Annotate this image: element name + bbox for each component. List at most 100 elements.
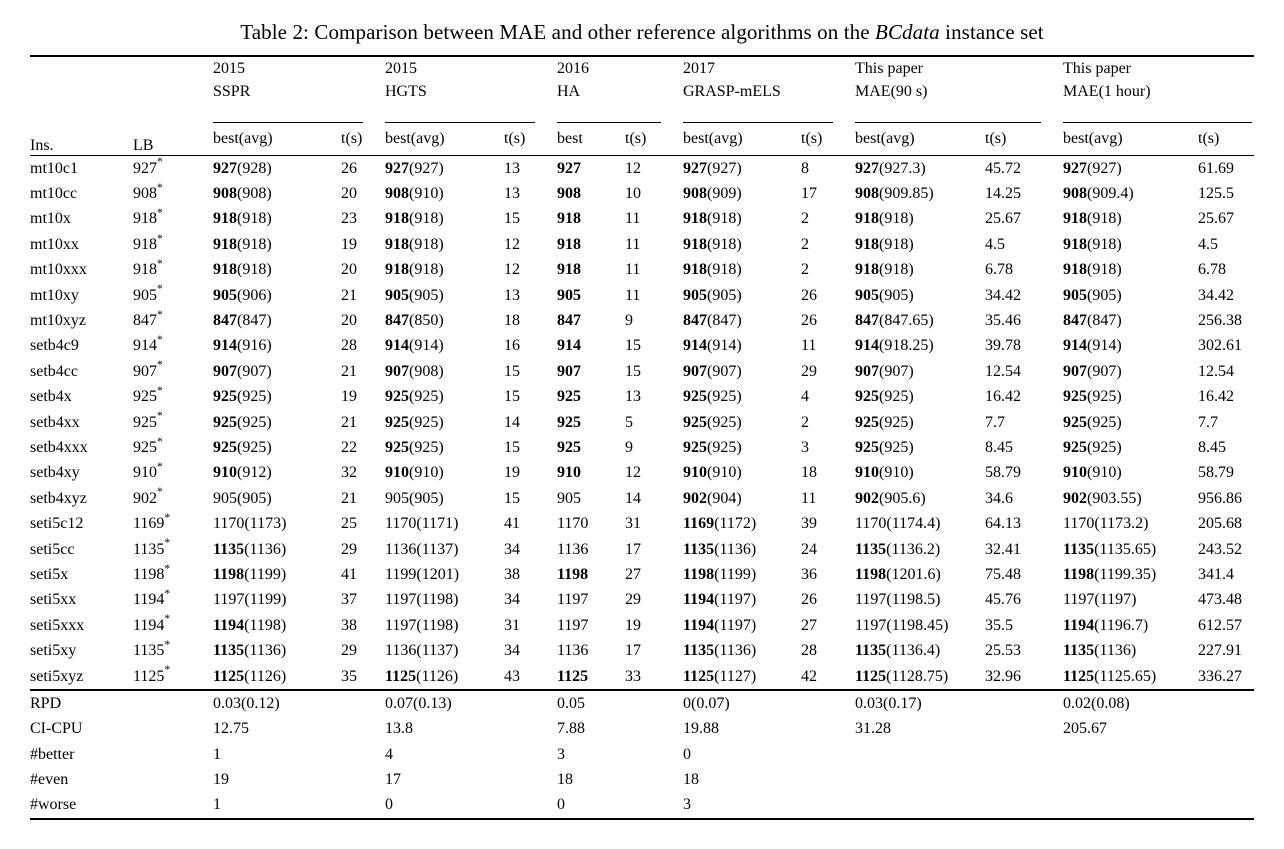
mae-1-hour-best-cell: 1135(1136) bbox=[1063, 642, 1137, 660]
instance-cell: setb4c9 bbox=[30, 337, 79, 355]
sspr-best-cell: 925(925) bbox=[213, 438, 272, 456]
best-value: 927 bbox=[385, 159, 409, 177]
best-value: 925 bbox=[557, 413, 581, 431]
lb-star: * bbox=[164, 664, 171, 677]
best-value: 1198 bbox=[855, 565, 887, 583]
mae-90-s-best-cell: 902(905.6) bbox=[855, 489, 926, 507]
best-value: 910 bbox=[683, 464, 707, 482]
instance-cell: seti5cc bbox=[30, 540, 75, 558]
mae-1-hour-summary-value bbox=[1063, 742, 1254, 767]
mae-90-s-best-cell: 908(909.85) bbox=[855, 185, 934, 203]
best-value: 1125 bbox=[1063, 667, 1095, 685]
lb-star: * bbox=[157, 334, 163, 347]
hgts-best-cell: 918(918) bbox=[385, 235, 444, 253]
best-value: 847 bbox=[683, 312, 707, 330]
group-name-label: HA bbox=[557, 83, 581, 100]
best-value: 907 bbox=[1063, 362, 1088, 380]
table-row-seti5c12: seti5c12 1169* 1170(1173) 25 1170(1171) 41 117… bbox=[30, 511, 1254, 536]
mae-90-s-best-cell: 925(925) bbox=[855, 438, 914, 456]
ha-best-cell: 908 bbox=[557, 181, 625, 206]
table-row-setb4xxx: setb4xxx 925* 925(925) 22 925(925) 15 925 9 925(… bbox=[30, 435, 1254, 460]
table-row-mt10xxx: mt10xxx 918* 918(918) 20 918(918) 12 918 11 918(… bbox=[30, 258, 1254, 283]
mae-90-s-best-cell: 927(927.3) bbox=[855, 159, 926, 177]
mae-90-s-best-cell: 905(905) bbox=[855, 286, 914, 304]
sspr-best-cell: 927(928) bbox=[213, 159, 272, 177]
mae-1-hour-best-cell: 1197(1197) bbox=[1063, 591, 1137, 609]
sspr-time-cell: 19 bbox=[341, 388, 357, 406]
ha-best-cell: 910 bbox=[557, 461, 625, 486]
ha-time-cell: 5 bbox=[625, 413, 633, 431]
best-value: 918 bbox=[213, 261, 237, 279]
lb-star: * bbox=[157, 257, 163, 270]
mae-1-hour-time-header: t(s) bbox=[1198, 123, 1255, 156]
ha-time-cell: 11 bbox=[625, 261, 641, 279]
lb-cell: 1198* bbox=[133, 562, 171, 583]
hgts-best-cell: 925(925) bbox=[385, 413, 444, 431]
sspr-time-cell: 20 bbox=[341, 312, 357, 330]
mae-90-s-time-cell: 35.46 bbox=[985, 312, 1022, 330]
best-value: 1135 bbox=[683, 540, 715, 558]
mae-1-hour-time-cell: 256.38 bbox=[1198, 312, 1243, 330]
ha-time-cell: 19 bbox=[625, 616, 641, 634]
hgts-time-header: t(s) bbox=[504, 123, 557, 156]
sspr-best-cell: 907(907) bbox=[213, 362, 272, 380]
best-value: 925 bbox=[385, 438, 409, 456]
group-header-ha: 2016 HA bbox=[557, 56, 683, 123]
mae-1-hour-time-cell: 25.67 bbox=[1198, 210, 1235, 228]
grasp-mels-best-cell: 905(905) bbox=[683, 286, 742, 304]
lb-cell: 925* bbox=[133, 410, 163, 431]
mae-1-hour-time-cell: 612.57 bbox=[1198, 616, 1243, 634]
best-value: 918 bbox=[213, 210, 237, 228]
instance-cell: mt10xxx bbox=[30, 261, 87, 279]
instance-cell: mt10x bbox=[30, 210, 71, 228]
best-value: 1125 bbox=[557, 667, 589, 685]
best-value: 905 bbox=[1063, 286, 1088, 304]
best-value: 1135 bbox=[683, 642, 715, 660]
ha-best-cell: 847 bbox=[557, 308, 625, 333]
hgts-time-cell: 19 bbox=[504, 464, 520, 482]
best-value: 847 bbox=[557, 312, 581, 330]
sspr-summary-value: 1 bbox=[213, 796, 221, 814]
lb-cell: 1194* bbox=[133, 613, 171, 634]
best-value: 905 bbox=[683, 286, 707, 304]
hgts-best-cell: 910(910) bbox=[385, 464, 444, 482]
grasp-mels-time-cell: 11 bbox=[801, 337, 817, 355]
ha-best-cell: 927 bbox=[557, 156, 625, 182]
mae-90-s-time-cell: 58.79 bbox=[985, 464, 1022, 482]
best-value: 908 bbox=[557, 185, 581, 203]
hgts-time-cell: 15 bbox=[504, 362, 520, 380]
grasp-mels-time-cell: 2 bbox=[801, 413, 809, 431]
best-value: 847 bbox=[213, 312, 237, 330]
sspr-best-cell: 1194(1198) bbox=[213, 616, 287, 634]
sspr-time-cell: 20 bbox=[341, 185, 357, 203]
ha-time-cell: 9 bbox=[625, 438, 633, 456]
mae-90-s-time-cell: 4.5 bbox=[985, 235, 1006, 253]
best-value: 1169 bbox=[683, 515, 715, 533]
grasp-mels-time-cell: 26 bbox=[801, 312, 817, 330]
hgts-summary-value: 0 bbox=[385, 796, 393, 814]
table-row-seti5x: seti5x 1198* 1198(1199) 41 1199(1201) 38 1198 2… bbox=[30, 562, 1254, 587]
best-value: 914 bbox=[683, 337, 707, 355]
hgts-best-cell: 927(927) bbox=[385, 159, 444, 177]
grasp-mels-time-cell: 39 bbox=[801, 515, 817, 533]
summary-row-even: #even 19 17 18 18 bbox=[30, 767, 1254, 792]
hgts-summary-value: 17 bbox=[385, 771, 401, 789]
hgts-time-cell: 16 bbox=[504, 337, 520, 355]
mae-90-s-summary-value bbox=[855, 793, 1063, 819]
table-row-setb4xy: setb4xy 910* 910(912) 32 910(910) 19 910 12 910(… bbox=[30, 461, 1254, 486]
best-value: 918 bbox=[855, 235, 880, 253]
sspr-time-cell: 20 bbox=[341, 261, 357, 279]
mae-90-s-time-cell: 14.25 bbox=[985, 185, 1022, 203]
best-value: 907 bbox=[385, 362, 409, 380]
grasp-mels-time-cell: 17 bbox=[801, 185, 817, 203]
best-value: 927 bbox=[683, 159, 707, 177]
best-value: 925 bbox=[1063, 413, 1088, 431]
best-value: 910 bbox=[385, 464, 409, 482]
grasp-mels-summary-value: 0(0.07) bbox=[683, 694, 730, 712]
instance-cell: seti5xy bbox=[30, 642, 77, 660]
lb-cell: 1125* bbox=[133, 663, 213, 692]
best-value: 1198 bbox=[557, 565, 589, 583]
table-row-seti5cc: seti5cc 1135* 1135(1136) 29 1136(1137) 34 1136… bbox=[30, 537, 1254, 562]
sspr-time-cell: 21 bbox=[341, 413, 357, 431]
table-row-seti5xy: seti5xy 1135* 1135(1136) 29 1136(1137) 34 1136… bbox=[30, 638, 1254, 663]
